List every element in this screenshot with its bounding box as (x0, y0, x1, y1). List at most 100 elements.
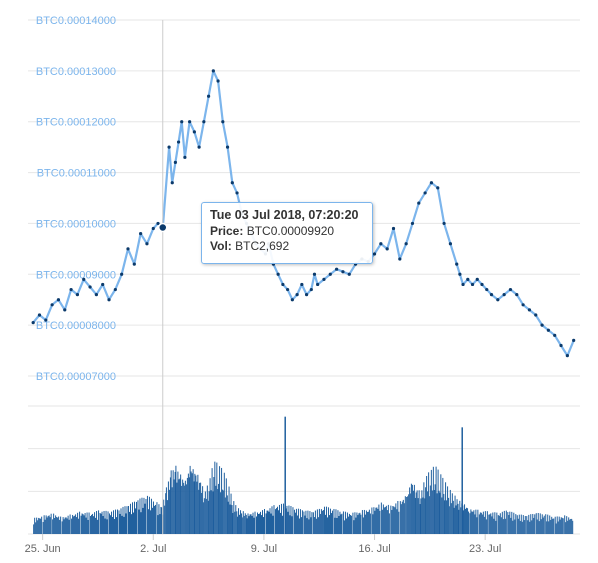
volume-bar (536, 519, 538, 534)
volume-bar (455, 505, 457, 534)
price-point (290, 298, 294, 302)
tooltip-vol-row: Vol: BTC2,692 (210, 239, 364, 254)
price-point (75, 293, 80, 297)
volume-bar (555, 523, 557, 534)
volume-bar (158, 504, 160, 534)
volume-bar (460, 507, 462, 534)
volume-bar (464, 504, 466, 534)
volume-bar (481, 514, 483, 534)
price-point (470, 282, 475, 287)
volume-bar (310, 517, 312, 534)
volume-bar (349, 515, 351, 534)
volume-bar (157, 515, 159, 534)
volume-bar (110, 515, 112, 534)
volume-bar (521, 521, 523, 534)
volume-bar (473, 510, 475, 534)
volume-bar (328, 515, 330, 534)
volume-bar (552, 518, 554, 534)
volume-bar (200, 482, 202, 534)
price-point (391, 226, 396, 231)
volume-bar (307, 510, 309, 534)
volume-bar (220, 492, 222, 534)
volume-bar (491, 516, 493, 534)
volume-bar (228, 486, 230, 534)
volume-bar (217, 489, 219, 534)
volume-bar (53, 513, 55, 534)
volume-bar (316, 509, 318, 534)
volume-bar (436, 493, 438, 534)
volume-bar (314, 510, 316, 534)
volume-bar (97, 519, 99, 534)
volume-bar (277, 510, 279, 534)
volume-bar (116, 517, 118, 534)
volume-bar (439, 492, 441, 534)
volume-bar (522, 515, 524, 534)
price-point (132, 262, 136, 266)
volume-bar (241, 517, 243, 534)
volume-bar (313, 517, 315, 534)
volume-bar (125, 513, 127, 534)
volume-bar (371, 507, 373, 534)
volume-bar (205, 498, 207, 534)
volume-bar (44, 519, 46, 534)
volume-bar (503, 510, 505, 534)
volume-bar (175, 465, 177, 534)
volume-bar (289, 515, 291, 534)
volume-bar (490, 513, 492, 534)
volume-bar (174, 471, 176, 534)
volume-bar (358, 513, 360, 534)
price-point (322, 277, 326, 281)
volume-bar (202, 486, 204, 534)
volume-bar (406, 496, 408, 534)
price-point (286, 287, 290, 292)
volume-bar (127, 506, 129, 534)
volume-bar (142, 507, 144, 534)
volume-bar (414, 497, 416, 534)
volume-bar (235, 505, 237, 534)
volume-bar (391, 509, 393, 534)
volume-bar (330, 513, 332, 534)
volume-bar (179, 478, 181, 534)
price-point (309, 287, 313, 292)
price-point (540, 323, 544, 327)
volume-bar (312, 512, 314, 534)
volume-bar (79, 511, 81, 534)
price-tick-label: BTC0.00013000 (36, 66, 116, 78)
volume-bar (261, 515, 263, 534)
volume-bar (150, 498, 152, 534)
volume-bar (34, 517, 36, 534)
volume-bar (304, 515, 306, 534)
volume-bar (444, 500, 446, 534)
price-point (206, 94, 211, 98)
volume-bar (393, 506, 395, 534)
volume-bar (129, 503, 131, 534)
volume-bar (550, 519, 552, 534)
volume-bar (48, 515, 50, 534)
volume-bar (298, 518, 300, 534)
volume-bar (209, 478, 211, 534)
volume-bar (74, 515, 76, 534)
volume-bar (183, 482, 185, 534)
price-point (480, 282, 484, 287)
volume-bar (514, 519, 516, 534)
volume-bar (268, 511, 270, 534)
volume-bar (410, 493, 412, 534)
volume-bar (264, 509, 266, 534)
volume-bar (398, 511, 400, 534)
volume-bar (105, 510, 107, 534)
price-point (385, 247, 389, 251)
volume-bar (145, 498, 147, 534)
volume-bar (434, 484, 436, 534)
volume-bar (505, 510, 507, 534)
volume-bar (529, 521, 531, 534)
volume-bar (248, 516, 250, 534)
hover-marker (158, 222, 168, 233)
volume-bar (180, 474, 182, 534)
volume-bar (249, 514, 251, 534)
price-point (312, 272, 317, 276)
price-point (572, 338, 576, 342)
price-point (316, 282, 320, 287)
price-point (167, 145, 171, 149)
volume-bar (171, 487, 173, 534)
volume-bar (294, 512, 296, 534)
